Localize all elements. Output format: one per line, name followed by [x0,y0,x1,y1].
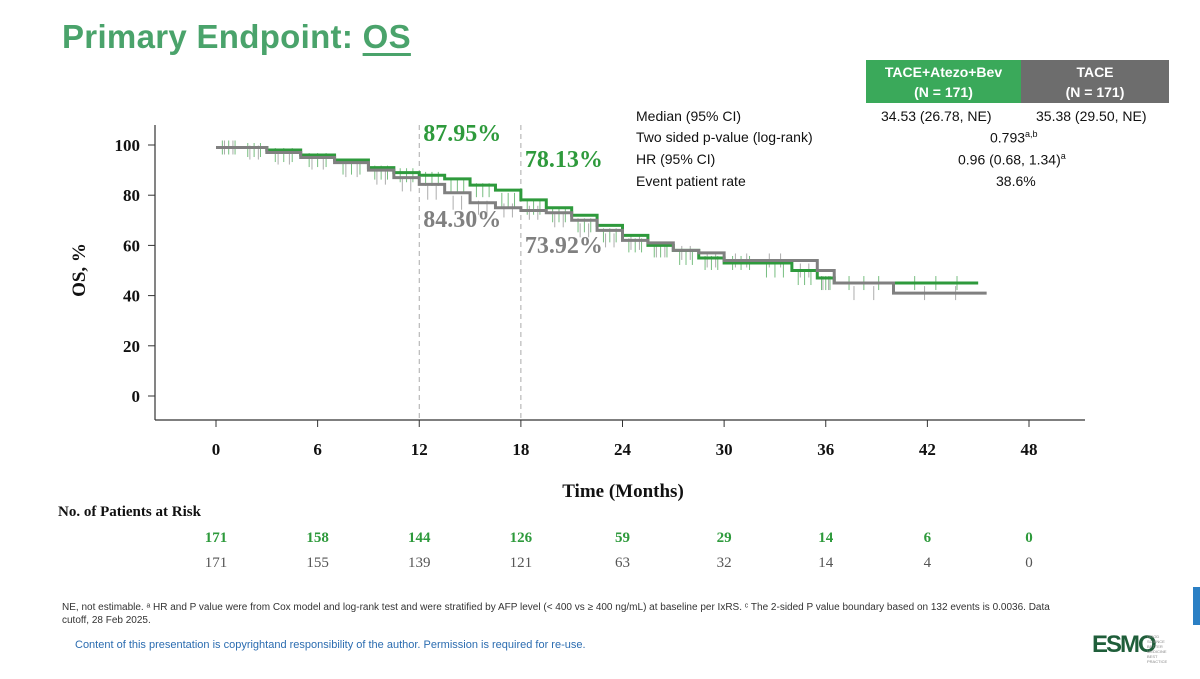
x-axis-title: Time (Months) [562,481,684,502]
y-tick-label: 60 [123,236,140,255]
arm2-name: TACE [1076,64,1114,80]
y-tick-label: 40 [123,287,140,306]
x-tick-label: 18 [512,440,529,459]
side-tab [1193,587,1200,625]
at-risk-arm1-count: 6 [924,530,932,546]
y-tick-label: 0 [132,387,141,406]
y-tick-label: 20 [123,337,140,356]
title-prefix: Primary Endpoint: [62,18,363,55]
x-tick-label: 30 [716,440,733,459]
title-emphasis: OS [362,18,411,55]
x-tick-label: 36 [817,440,834,459]
at-risk-arm2-count: 32 [717,555,732,571]
event-rate: 38.6% [996,173,1036,189]
series-line-tace-atezo-bev [216,146,979,285]
at-risk-arm2-count: 155 [306,555,329,571]
median-arm1: 34.53 (26.78, NE) [881,108,992,124]
at-risk-arm2-count: 121 [510,555,533,571]
arm2-n: (N = 171) [1065,84,1125,100]
x-tick-label: 12 [411,440,428,459]
pvalue-number: 0.793 [990,129,1026,146]
x-tick-label: 42 [919,440,936,459]
at-risk-arm2-count: 171 [205,555,228,571]
x-tick-label: 48 [1021,440,1038,459]
y-tick-label: 100 [115,136,141,155]
median-arm2: 35.38 (29.50, NE) [1036,108,1147,124]
hazard-ratio: 0.96 (0.68, 1.34)a [958,151,1066,168]
at-risk-arm2-count: 139 [408,555,431,571]
arm2-header: TACE (N = 171) [1021,60,1169,103]
series-line-tace [216,146,987,295]
at-risk-arm2-count: 0 [1025,555,1033,571]
at-risk-arm1-count: 144 [408,530,431,546]
survival-annotation: 84.30% [423,207,501,233]
esmo-logo: ESMO [1092,631,1157,658]
hr-number: 0.96 (0.68, 1.34) [958,151,1061,168]
stat-label-event-rate: Event patient rate [636,173,746,189]
at-risk-arm2-count: 4 [924,555,932,571]
arm1-n: (N = 171) [914,84,973,100]
stat-label-pvalue: Two sided p-value (log-rank) [636,129,813,145]
esmo-tagline: GOOD SCIENCE BETTER MEDICINE BEST PRACTI… [1147,634,1168,664]
stat-label-hr: HR (95% CI) [636,151,716,167]
y-axis-title: OS, % [69,243,90,297]
at-risk-arm1-count: 59 [615,530,630,546]
at-risk-arm2-count: 63 [615,555,630,571]
footnote: NE, not estimable. ᵃ HR and P value were… [62,602,1050,626]
page-title: Primary Endpoint: OS [62,18,411,56]
at-risk-heading: No. of Patients at Risk [58,504,201,520]
survival-annotation: 73.92% [525,233,603,259]
x-tick-label: 0 [212,440,221,459]
pvalue: 0.793a,b [990,129,1038,146]
at-risk-arm1-count: 158 [306,530,329,546]
at-risk-arm2-count: 14 [818,555,834,571]
at-risk-arm1-count: 29 [717,530,732,546]
at-risk-arm1-count: 0 [1025,530,1033,546]
pvalue-footnote-mark: a,b [1025,129,1038,139]
arm1-name: TACE+Atezo+Bev [884,64,1003,80]
x-tick-label: 6 [313,440,322,459]
survival-annotation: 78.13% [525,147,603,173]
survival-annotation: 87.95% [423,121,501,147]
copyright-notice: Content of this presentation is copyrigh… [75,639,586,651]
at-risk-arm1-count: 171 [205,530,228,546]
esmo-logo-text: ESMO [1092,631,1157,658]
at-risk-arm1-count: 126 [510,530,533,546]
hr-footnote-mark: a [1060,151,1066,161]
x-tick-label: 24 [614,440,632,459]
arm1-header: TACE+Atezo+Bev (N = 171) [866,60,1021,103]
stat-label-median: Median (95% CI) [636,108,742,124]
at-risk-arm1-count: 14 [818,530,834,546]
y-tick-label: 80 [123,186,140,205]
